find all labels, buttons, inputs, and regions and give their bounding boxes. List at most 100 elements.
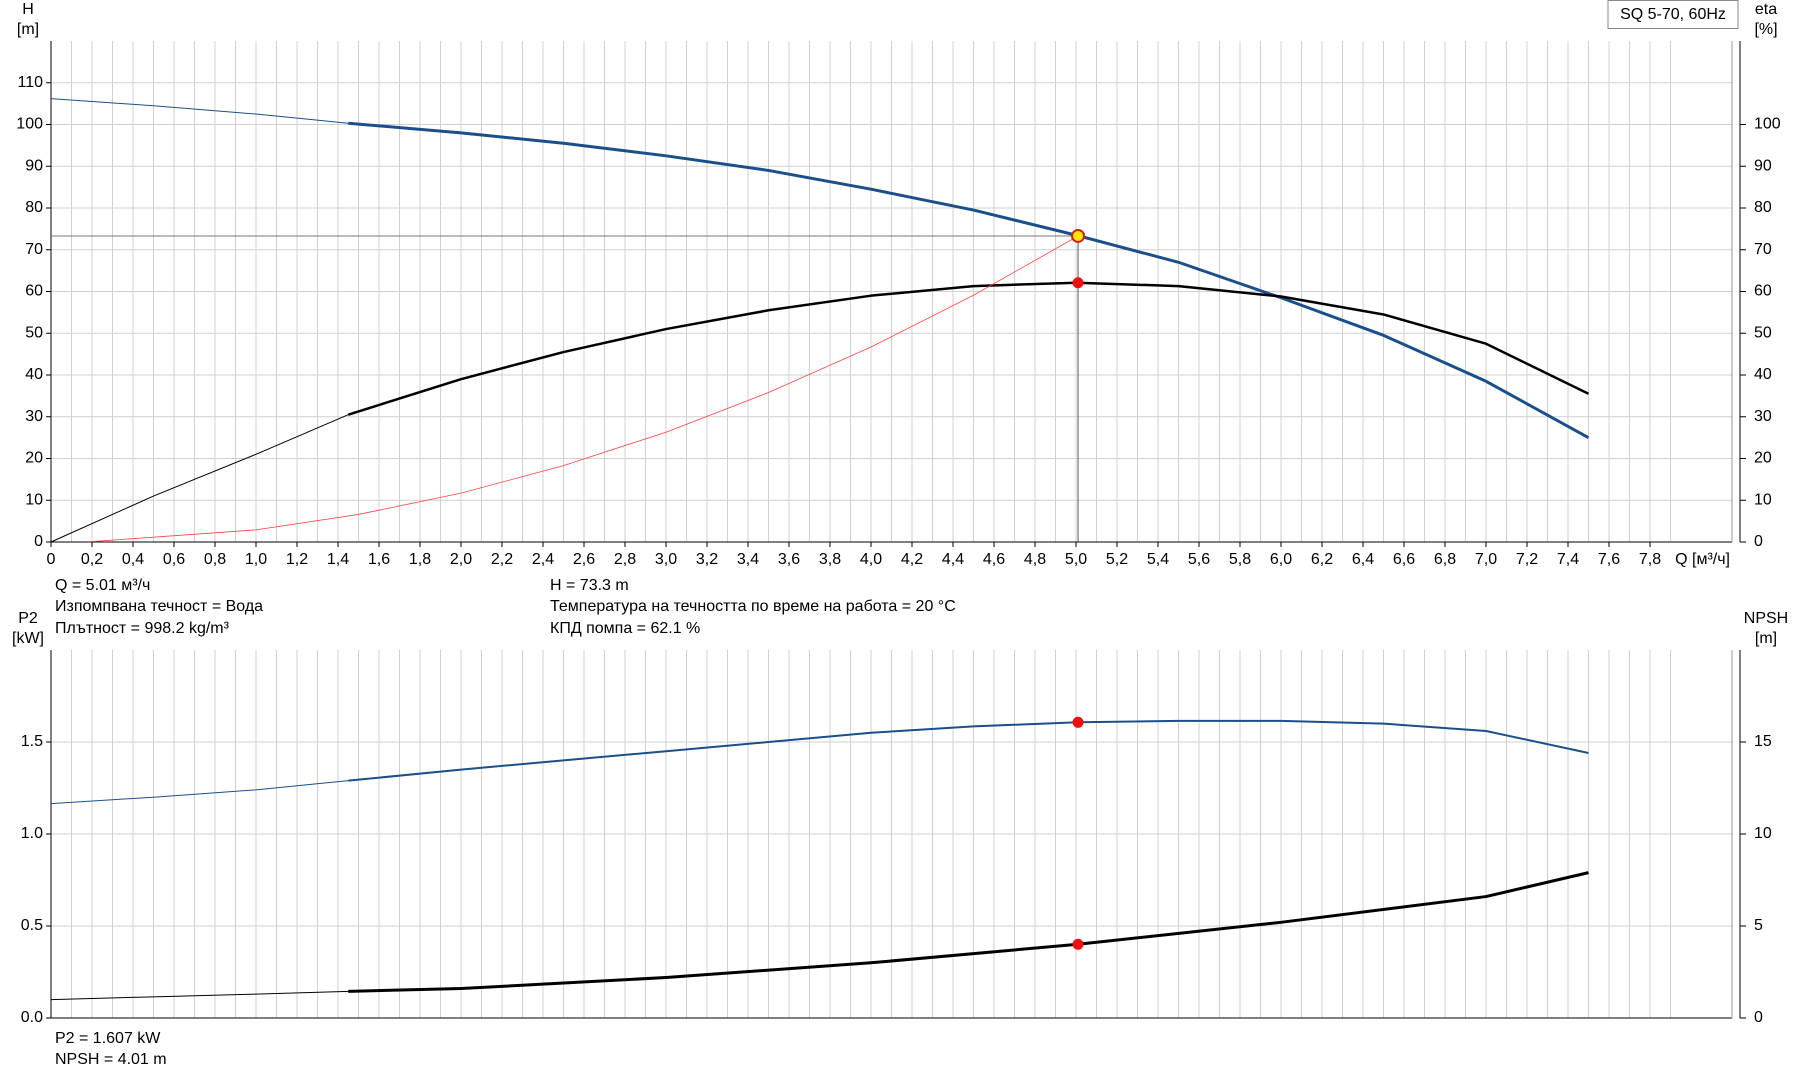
curve — [50, 990, 349, 1001]
y-tick-label: 40 — [25, 366, 43, 383]
y2-tick-label: 0 — [1754, 533, 1763, 550]
y-tick-label: 30 — [25, 408, 43, 425]
y2-tick-label: 70 — [1754, 241, 1772, 258]
y-tick-label: 20 — [25, 450, 43, 467]
info-text: Плътност = 998.2 kg/m³ — [55, 620, 230, 637]
x-tick-label: 4,2 — [901, 551, 923, 568]
x-tick-label: 5,2 — [1106, 551, 1128, 568]
y-tick-label: 10 — [25, 491, 43, 508]
legend-box — [1607, 0, 1739, 29]
y2-tick-label: 5 — [1754, 917, 1763, 934]
y-tick-label: 100 — [16, 116, 43, 133]
curve — [50, 414, 349, 543]
y2-tick-label: 30 — [1754, 408, 1772, 425]
x-tick-label: 2,8 — [614, 551, 636, 568]
y2-axis-title: eta — [1755, 1, 1777, 18]
x-tick-label: 6,6 — [1393, 551, 1415, 568]
curve — [348, 871, 1589, 993]
x-tick-label: 7,4 — [1557, 551, 1579, 568]
x-tick-label: 6,8 — [1434, 551, 1456, 568]
y-axis-title: H — [22, 1, 34, 18]
legend-text: SQ 5-70, 60Hz — [1620, 6, 1726, 23]
info-text: Q = 5.01 м³/ч — [55, 577, 150, 594]
x-tick-label: 4,0 — [860, 551, 882, 568]
y2-tick-label: 60 — [1754, 283, 1772, 300]
x-tick-label: 2,0 — [450, 551, 472, 568]
x-tick-label: 7,6 — [1598, 551, 1620, 568]
x-tick-label: 0,4 — [122, 551, 144, 568]
x-tick-label: 5,8 — [1229, 551, 1251, 568]
x-tick-label: 1,2 — [286, 551, 308, 568]
x-tick-label: 7,0 — [1475, 551, 1497, 568]
y-tick-label: 90 — [25, 157, 43, 174]
x-tick-label: 1,4 — [327, 551, 349, 568]
x-tick-label: 1,8 — [409, 551, 431, 568]
info-text: Изпомпвана течност = Вода — [55, 598, 263, 615]
y2-tick-label: 0 — [1754, 1009, 1763, 1026]
y2-tick-label: 80 — [1754, 199, 1772, 216]
y-tick-label: 50 — [25, 324, 43, 341]
x-tick-label: 3,6 — [778, 551, 800, 568]
y2-tick-label: 90 — [1754, 157, 1772, 174]
y2-tick-label: 40 — [1754, 366, 1772, 383]
x-tick-label: 3,4 — [737, 551, 759, 568]
y2-tick-label: 50 — [1754, 324, 1772, 341]
y-tick-label: 0.5 — [21, 917, 43, 934]
x-tick-label: 3,2 — [696, 551, 718, 568]
y2-tick-label: 20 — [1754, 450, 1772, 467]
y-axis-unit: [kW] — [12, 630, 44, 647]
x-tick-label: 3,0 — [655, 551, 677, 568]
operating-point — [1072, 938, 1084, 950]
x-tick-label: 0,6 — [163, 551, 185, 568]
x-tick-label: 1,0 — [245, 551, 267, 568]
y-tick-label: 70 — [25, 241, 43, 258]
x-tick-label: 6,4 — [1352, 551, 1374, 568]
y2-axis-unit: [%] — [1754, 21, 1777, 38]
info-text: H = 73.3 m — [550, 577, 629, 594]
curve — [348, 121, 1590, 439]
x-tick-label: 2,2 — [491, 551, 513, 568]
info-text: NPSH = 4.01 m — [55, 1051, 167, 1068]
info-text: КПД помпа = 62.1 % — [550, 620, 700, 637]
x-tick-label: 0,8 — [204, 551, 226, 568]
y2-tick-label: 100 — [1754, 116, 1781, 133]
info-text: P2 = 1.607 kW — [55, 1030, 161, 1047]
curve — [347, 281, 1590, 416]
y2-tick-label: 10 — [1754, 491, 1772, 508]
y2-axis-unit: [m] — [1755, 630, 1777, 647]
operating-point — [1072, 716, 1084, 728]
x-axis-label: Q [м³/ч] — [1675, 551, 1730, 568]
y-tick-label: 1.0 — [21, 825, 43, 842]
curve — [348, 719, 1589, 782]
y-tick-label: 0.0 — [21, 1009, 43, 1026]
y-axis-unit: [m] — [17, 21, 39, 38]
y-tick-label: 1.5 — [21, 733, 43, 750]
y-tick-label: 60 — [25, 283, 43, 300]
x-tick-label: 4,6 — [983, 551, 1005, 568]
operating-point — [1072, 277, 1084, 289]
y2-axis-title: NPSH — [1744, 610, 1788, 627]
x-tick-label: 0 — [47, 551, 56, 568]
x-tick-label: 3,8 — [819, 551, 841, 568]
x-tick-label: 4,8 — [1024, 551, 1046, 568]
info-text: Температура на течността по време на раб… — [550, 598, 956, 615]
y-tick-label: 110 — [17, 74, 43, 91]
x-tick-label: 0,2 — [81, 551, 103, 568]
y-tick-label: 0 — [34, 533, 43, 550]
x-tick-label: 2,6 — [573, 551, 595, 568]
y2-tick-label: 15 — [1754, 733, 1772, 750]
x-tick-label: 6,2 — [1311, 551, 1333, 568]
x-tick-label: 5,4 — [1147, 551, 1169, 568]
x-tick-label: 7,2 — [1516, 551, 1538, 568]
x-tick-label: 4,4 — [942, 551, 964, 568]
y-axis-title: P2 — [18, 610, 38, 627]
x-tick-label: 6,0 — [1270, 551, 1292, 568]
curve — [50, 98, 349, 124]
operating-point — [1071, 228, 1086, 243]
x-tick-label: 2,4 — [532, 551, 554, 568]
y-tick-label: 80 — [25, 199, 43, 216]
curve — [50, 780, 349, 805]
x-tick-label: 5,6 — [1188, 551, 1210, 568]
curve — [91, 235, 1079, 542]
